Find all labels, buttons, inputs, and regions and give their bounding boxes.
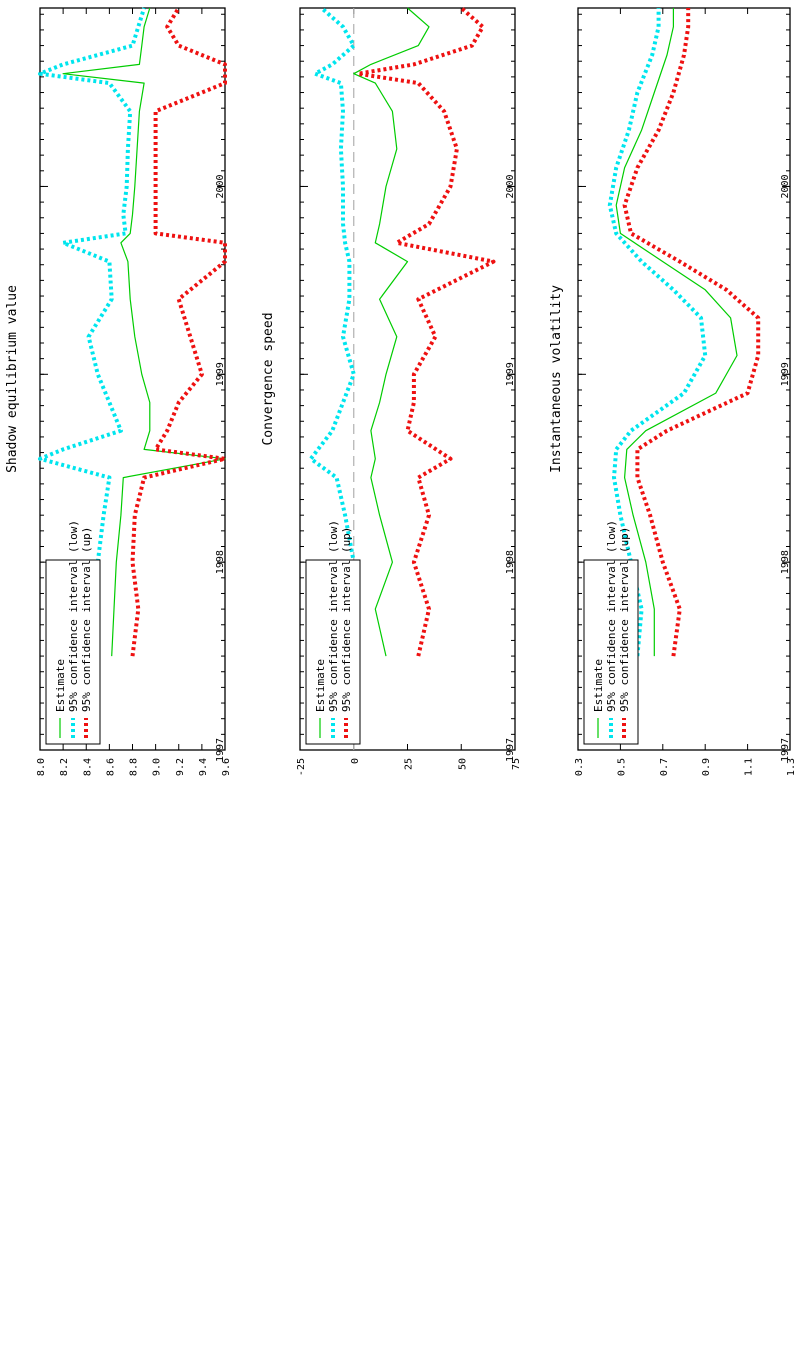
- x-tick-label: 2000: [505, 174, 516, 198]
- chart-title: Shadow equilibrium value: [5, 285, 20, 473]
- y-tick-label: 8.8: [129, 758, 140, 776]
- series-line-2: [38, 7, 147, 657]
- y-tick-label: 0.7: [659, 758, 670, 776]
- legend-label: Estimate: [314, 659, 327, 712]
- legend-label: Estimate: [592, 659, 605, 712]
- y-tick-label: 8.4: [82, 758, 93, 776]
- legend-label: Estimate: [54, 659, 67, 712]
- legend-label: 95% confidence interval (up): [340, 527, 353, 712]
- x-tick-label: 1998: [215, 550, 226, 574]
- y-tick-label: 0.9: [701, 758, 712, 776]
- y-tick-label: -25: [296, 758, 307, 776]
- y-tick-label: 75: [511, 758, 522, 770]
- series-line-1: [62, 7, 226, 657]
- y-tick-label: 8.0: [36, 758, 47, 776]
- x-tick-label: 1997: [780, 738, 791, 762]
- series-line-2: [308, 6, 361, 657]
- y-tick-label: 1.3: [786, 758, 797, 776]
- y-tick-label: 0.5: [616, 758, 627, 776]
- y-tick-label: 8.2: [59, 758, 70, 776]
- series-line-2: [607, 8, 708, 657]
- y-tick-label: 8.6: [105, 758, 116, 776]
- x-tick-label: 1999: [505, 362, 516, 386]
- legend-box: [305, 559, 361, 745]
- panel-3: Instantaneous volatility 0.3 0.5 0.7 0.9 1.1 1…: [549, 7, 797, 776]
- y-tick-label: 9.6: [221, 758, 232, 776]
- y-tick-label: 9.0: [152, 758, 163, 776]
- series-line-3: [130, 6, 227, 657]
- plot-frame: [577, 7, 791, 751]
- x-tick-label: 1998: [505, 550, 516, 574]
- chart-title: Convergence speed: [261, 312, 276, 445]
- y-tick-label: 50: [457, 758, 468, 770]
- y-tick-label: 0.3: [574, 758, 585, 776]
- series-line-1: [353, 7, 430, 657]
- legend-box: [583, 559, 639, 745]
- chart-title: Instantaneous volatility: [549, 285, 564, 473]
- legend-label: 95% confidence interval (low): [67, 520, 80, 712]
- x-tick-label: 1998: [780, 550, 791, 574]
- series-line-1: [615, 8, 738, 657]
- y-tick-label: 25: [404, 758, 415, 770]
- x-tick-label: 1999: [215, 362, 226, 386]
- legend-label: 95% confidence interval (up): [618, 527, 631, 712]
- y-tick-label: 1.1: [744, 758, 755, 776]
- x-tick-label: 2000: [215, 174, 226, 198]
- series-line-3: [622, 8, 761, 657]
- series-line-3: [356, 6, 496, 657]
- x-tick-label: 1997: [215, 738, 226, 762]
- x-tick-label: 1999: [780, 362, 791, 386]
- panel-1: Shadow equilibrium value 8.0 8.2 8.4 8.6 8.8 9…: [5, 6, 232, 776]
- legend-label: 95% confidence interval (up): [80, 527, 93, 712]
- x-tick-label: 1997: [505, 738, 516, 762]
- legend-box: [45, 559, 101, 745]
- y-tick-label: 0: [350, 758, 361, 764]
- y-tick-label: 9.4: [198, 758, 209, 776]
- x-tick-label: 2000: [780, 174, 791, 198]
- legend-label: 95% confidence interval (low): [327, 520, 340, 712]
- legend-label: 95% confidence interval (low): [605, 520, 618, 712]
- y-tick-label: 9.2: [175, 758, 186, 776]
